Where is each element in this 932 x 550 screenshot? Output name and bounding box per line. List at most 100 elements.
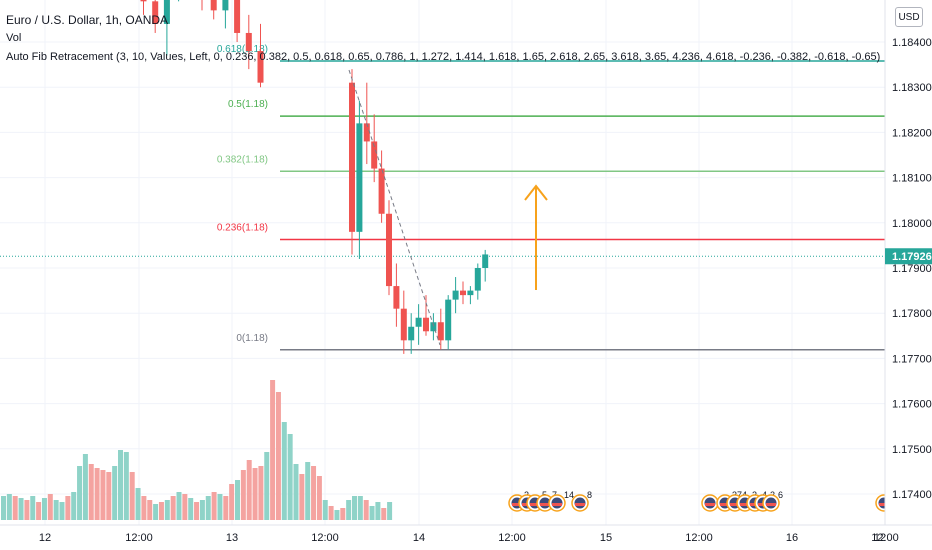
price-tick-label: 1.18300 xyxy=(892,82,932,94)
candle-body xyxy=(257,51,264,83)
volume-bar xyxy=(182,494,188,520)
event-flag-stripe xyxy=(720,503,730,506)
volume-bar xyxy=(311,466,317,520)
volume-bar xyxy=(352,496,357,520)
volume-bar xyxy=(240,470,246,520)
candle-body xyxy=(210,0,217,11)
candle-body xyxy=(356,123,363,232)
fib-indicator-legend[interactable]: Auto Fib Retracement (3, 10, Values, Lef… xyxy=(6,51,881,63)
volume-legend[interactable]: Vol xyxy=(6,32,22,44)
event-flag-icon: 8 xyxy=(571,490,592,512)
candle-body xyxy=(152,1,159,24)
volume-bar xyxy=(71,492,77,520)
time-tick-label: 12:00 xyxy=(498,532,526,544)
event-count-label: 14 xyxy=(564,490,574,500)
volume-bar xyxy=(246,460,252,520)
candle-body xyxy=(452,290,459,300)
price-axis-bg xyxy=(885,0,932,550)
volume-bar xyxy=(194,502,200,520)
event-flag-stripe xyxy=(705,503,715,506)
fib-trend-line xyxy=(348,69,441,346)
candle-body xyxy=(430,322,437,332)
volume-bar xyxy=(82,454,88,520)
event-flag-stripe xyxy=(575,503,585,506)
volume-bar xyxy=(36,502,42,520)
volume-bar xyxy=(94,468,100,520)
volume-bar xyxy=(211,492,217,520)
volume-bar xyxy=(316,476,322,520)
candle-body xyxy=(437,322,444,341)
fib-level-label: 0(1.18) xyxy=(236,333,268,344)
candle-body xyxy=(467,290,474,296)
volume-bar xyxy=(299,474,305,520)
volume-bar xyxy=(147,500,153,520)
volume-bar xyxy=(106,472,112,520)
time-tick-label: 12 xyxy=(39,532,51,544)
event-flag-stripe xyxy=(879,503,889,506)
grid xyxy=(0,0,886,525)
current-price-tag xyxy=(885,248,932,265)
volume-bar xyxy=(1,496,6,520)
candle-body xyxy=(415,317,422,327)
volume-bar xyxy=(65,496,71,520)
candle-body xyxy=(349,82,355,232)
price-tick-label: 1.18000 xyxy=(892,218,932,230)
volume-bar xyxy=(199,500,205,520)
volume-bar xyxy=(322,500,328,520)
volume-bar xyxy=(381,508,387,520)
candle-body xyxy=(245,32,252,52)
candle-body xyxy=(378,168,385,214)
currency-button[interactable]: USD xyxy=(895,7,923,27)
event-flag-stripe xyxy=(540,503,550,506)
volume-bar xyxy=(235,480,240,520)
symbol-title[interactable]: Euro / U.S. Dollar, 1h, OANDA xyxy=(6,13,169,27)
price-tick-label: 1.17400 xyxy=(892,489,932,501)
volume-bar xyxy=(281,422,287,520)
volume-bar xyxy=(53,500,59,520)
time-tick-label: 12:00 xyxy=(311,532,339,544)
fib-level-label: 0.382(1.18) xyxy=(217,154,268,165)
volume-bar xyxy=(264,452,270,520)
fib-level-label: 0.5(1.18) xyxy=(228,99,268,110)
event-flag-icon: 6 xyxy=(762,490,783,512)
fib-level-label: 0.618(1.18) xyxy=(217,44,268,55)
volume-bar xyxy=(41,498,47,520)
event-flag-stripe xyxy=(730,503,740,506)
price-tick-label: 1.18400 xyxy=(892,37,932,49)
candle-body xyxy=(363,123,370,142)
event-flag-stripe xyxy=(512,503,522,506)
volume-bar xyxy=(229,484,235,520)
price-tick-label: 1.17700 xyxy=(892,353,932,365)
volume-bar xyxy=(363,500,369,520)
event-flag-stripe xyxy=(552,503,562,506)
price-tick-label: 1.17800 xyxy=(892,308,932,320)
volume-bar xyxy=(217,494,223,520)
candle-body xyxy=(423,317,429,332)
candle-body xyxy=(460,290,466,296)
volume-bar xyxy=(112,466,118,520)
volume-bar xyxy=(369,506,375,520)
volume-bar xyxy=(6,494,12,520)
volume-bar xyxy=(305,462,311,520)
event-flag-icon: 14 xyxy=(548,490,574,512)
volume-bar xyxy=(252,468,258,520)
volume-bar xyxy=(188,498,194,520)
fib-levels: 0.618(1.18) 0.5(1.18) 0.382(1.18) 0.236(1.1… xyxy=(0,44,885,351)
price-tick-label: 1.17600 xyxy=(892,399,932,411)
time-tick-label: 12 xyxy=(874,532,886,544)
price-tick-label: 1.18100 xyxy=(892,173,932,185)
volume-bar xyxy=(123,452,129,520)
volume-bar xyxy=(18,498,24,520)
economic-events: 2571483742426 xyxy=(508,490,893,512)
event-flag-stripe xyxy=(530,503,540,506)
candle-body xyxy=(393,286,400,309)
price-tick-label: 1.18200 xyxy=(892,127,932,139)
price-axis[interactable]: 1.18400 1.18300 1.18200 1.18100 1.18000 1.179… xyxy=(884,0,932,550)
candle-body xyxy=(474,268,481,291)
event-flag-stripe xyxy=(766,503,776,506)
volume-bar xyxy=(275,392,281,520)
volume-bar xyxy=(77,466,83,520)
